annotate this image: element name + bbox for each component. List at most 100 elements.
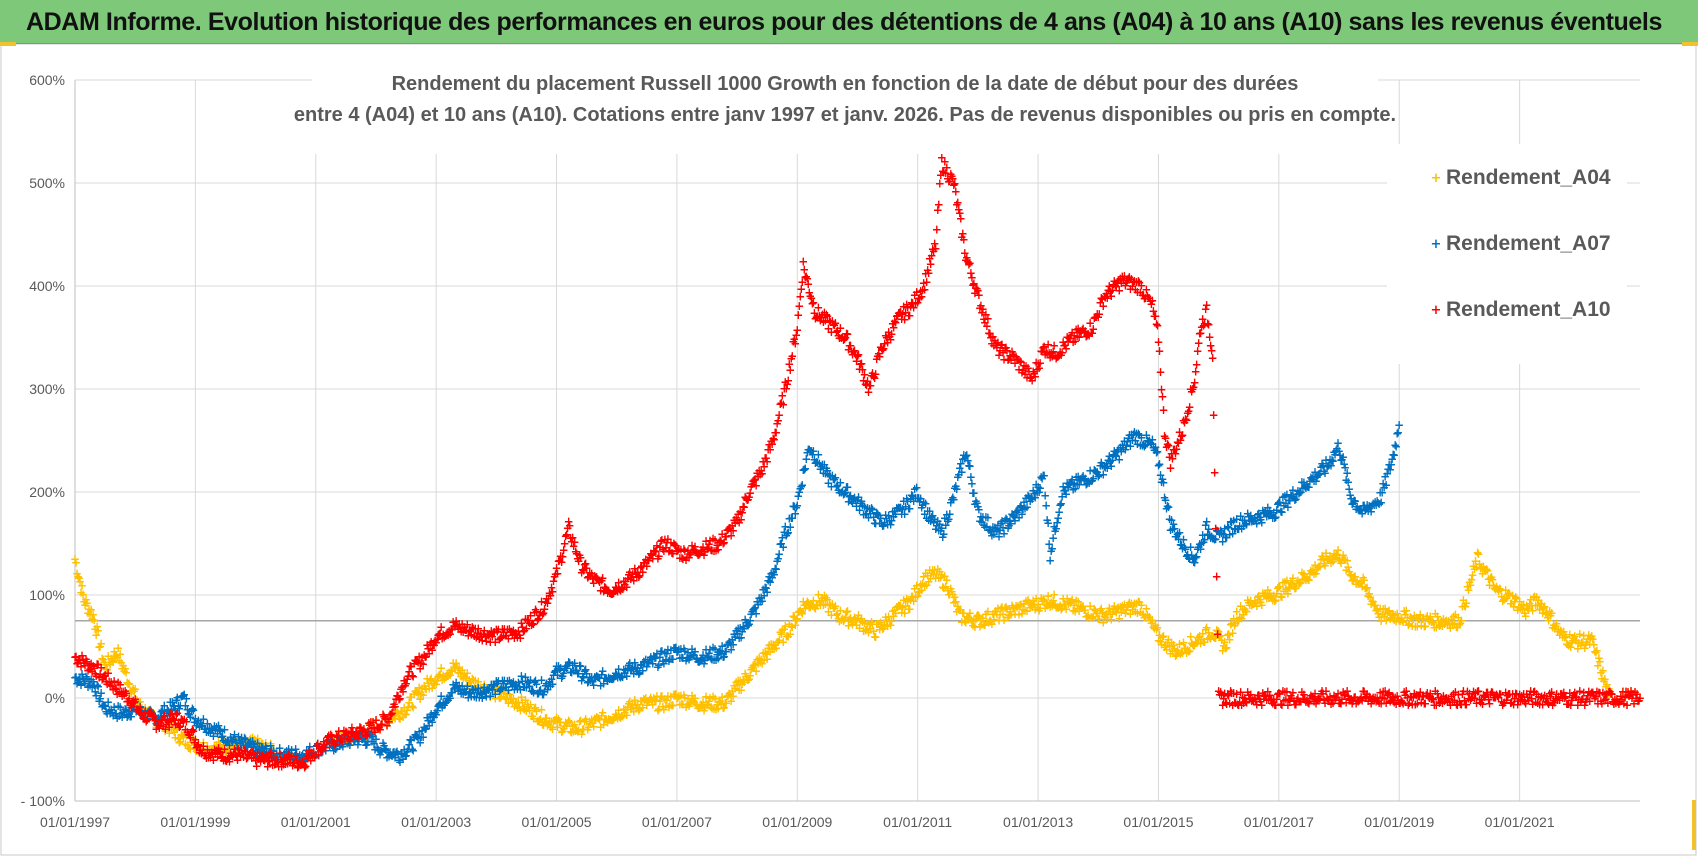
point-a04: + <box>821 591 831 605</box>
point-a04: + <box>1269 588 1279 602</box>
point-a04: + <box>110 649 120 663</box>
legend-item-a07[interactable]: + Rendement_A07 <box>1431 232 1611 255</box>
point-a04: + <box>72 567 82 581</box>
point-a04: + <box>336 734 346 748</box>
point-a04: + <box>954 603 964 617</box>
point-a10: + <box>787 349 797 363</box>
point-a04: + <box>637 694 647 708</box>
point-a04: + <box>1158 629 1168 643</box>
point-a04: + <box>722 689 732 703</box>
point-a04: + <box>1229 612 1239 626</box>
point-a04: + <box>324 729 334 743</box>
point-a04: + <box>1012 600 1022 614</box>
point-a04: + <box>795 604 805 618</box>
point-a04: + <box>1063 597 1073 611</box>
point-a04: + <box>1166 636 1176 650</box>
point-a04: + <box>1200 635 1210 649</box>
point-a04: + <box>784 617 794 631</box>
point-a04: + <box>1310 558 1320 572</box>
x-tick-label: 01/01/1999 <box>160 814 230 830</box>
point-a04: + <box>1373 607 1383 621</box>
point-a04: + <box>91 628 101 642</box>
point-a04: + <box>691 697 701 711</box>
point-a04: + <box>152 716 162 730</box>
point-a04: + <box>451 656 461 670</box>
point-a04: + <box>234 735 244 749</box>
point-a04: + <box>623 700 633 714</box>
point-a04: + <box>1156 637 1166 651</box>
point-a04: + <box>669 687 679 701</box>
point-a04: + <box>352 728 362 742</box>
point-a04: + <box>289 754 299 768</box>
point-a04: + <box>100 658 110 672</box>
point-a04: + <box>952 604 962 618</box>
point-a04: + <box>809 600 819 614</box>
point-a07: + <box>1391 439 1401 453</box>
point-a04: + <box>1306 563 1316 577</box>
point-a04: + <box>1119 597 1129 611</box>
point-a04: + <box>71 556 81 570</box>
point-a04: + <box>915 584 925 598</box>
point-a04: + <box>1217 633 1227 647</box>
point-a04: + <box>898 601 908 615</box>
point-a04: + <box>1121 603 1131 617</box>
point-a04: + <box>1248 597 1258 611</box>
point-a04: + <box>301 759 311 773</box>
point-a04: + <box>313 736 323 750</box>
point-a04: + <box>376 718 386 732</box>
point-a04: + <box>1013 599 1023 613</box>
legend-item-a04[interactable]: + Rendement_A04 <box>1431 166 1611 189</box>
point-a04: + <box>422 672 432 686</box>
point-a04: + <box>845 611 855 625</box>
point-a04: + <box>1267 591 1277 605</box>
point-a04: + <box>216 744 226 758</box>
point-a10: + <box>1158 403 1168 417</box>
point-a04: + <box>86 603 96 617</box>
point-a10: + <box>1635 691 1645 705</box>
point-a04: + <box>393 706 403 720</box>
point-a04: + <box>1242 605 1252 619</box>
point-a04: + <box>1252 599 1262 613</box>
point-a04: + <box>994 613 1004 627</box>
x-tick-label: 01/01/2017 <box>1244 814 1314 830</box>
point-a04: + <box>1096 602 1106 616</box>
point-a04: + <box>445 668 455 682</box>
point-a04: + <box>133 695 143 709</box>
point-a04: + <box>996 602 1006 616</box>
point-a04: + <box>1044 597 1054 611</box>
point-a04: + <box>595 712 605 726</box>
point-a07: + <box>1041 499 1051 513</box>
point-a04: + <box>682 697 692 711</box>
point-a04: + <box>1068 603 1078 617</box>
point-a04: + <box>304 749 314 763</box>
point-a04: + <box>520 693 530 707</box>
point-a04: + <box>388 708 398 722</box>
point-a04: + <box>1343 560 1353 574</box>
point-a07: + <box>1394 418 1404 432</box>
point-a04: + <box>1026 598 1036 612</box>
point-a04: + <box>984 616 994 630</box>
point-a04: + <box>1014 608 1024 622</box>
point-a04: + <box>733 673 743 687</box>
point-a04: + <box>1389 613 1399 627</box>
x-axis: 01/01/1997 01/01/1999 01/01/2001 01/01/2003… <box>40 814 1555 830</box>
point-a04: + <box>763 641 773 655</box>
point-a04: + <box>609 713 619 727</box>
point-a10: + <box>983 312 993 326</box>
legend-item-a10[interactable]: + Rendement_A10 <box>1431 298 1611 321</box>
point-a04: + <box>1372 602 1382 616</box>
point-a04: + <box>531 704 541 718</box>
point-a04: + <box>1336 556 1346 570</box>
point-a04: + <box>1105 607 1115 621</box>
point-a04: + <box>306 753 316 767</box>
point-a04: + <box>380 712 390 726</box>
point-a04: + <box>1117 599 1127 613</box>
point-a04: + <box>90 622 100 636</box>
point-a04: + <box>739 675 749 689</box>
point-a04: + <box>1363 589 1373 603</box>
point-a04: + <box>1093 612 1103 626</box>
point-a04: + <box>299 757 309 771</box>
point-a04: + <box>1174 637 1184 651</box>
point-a07: + <box>797 478 807 492</box>
point-a04: + <box>1204 625 1214 639</box>
